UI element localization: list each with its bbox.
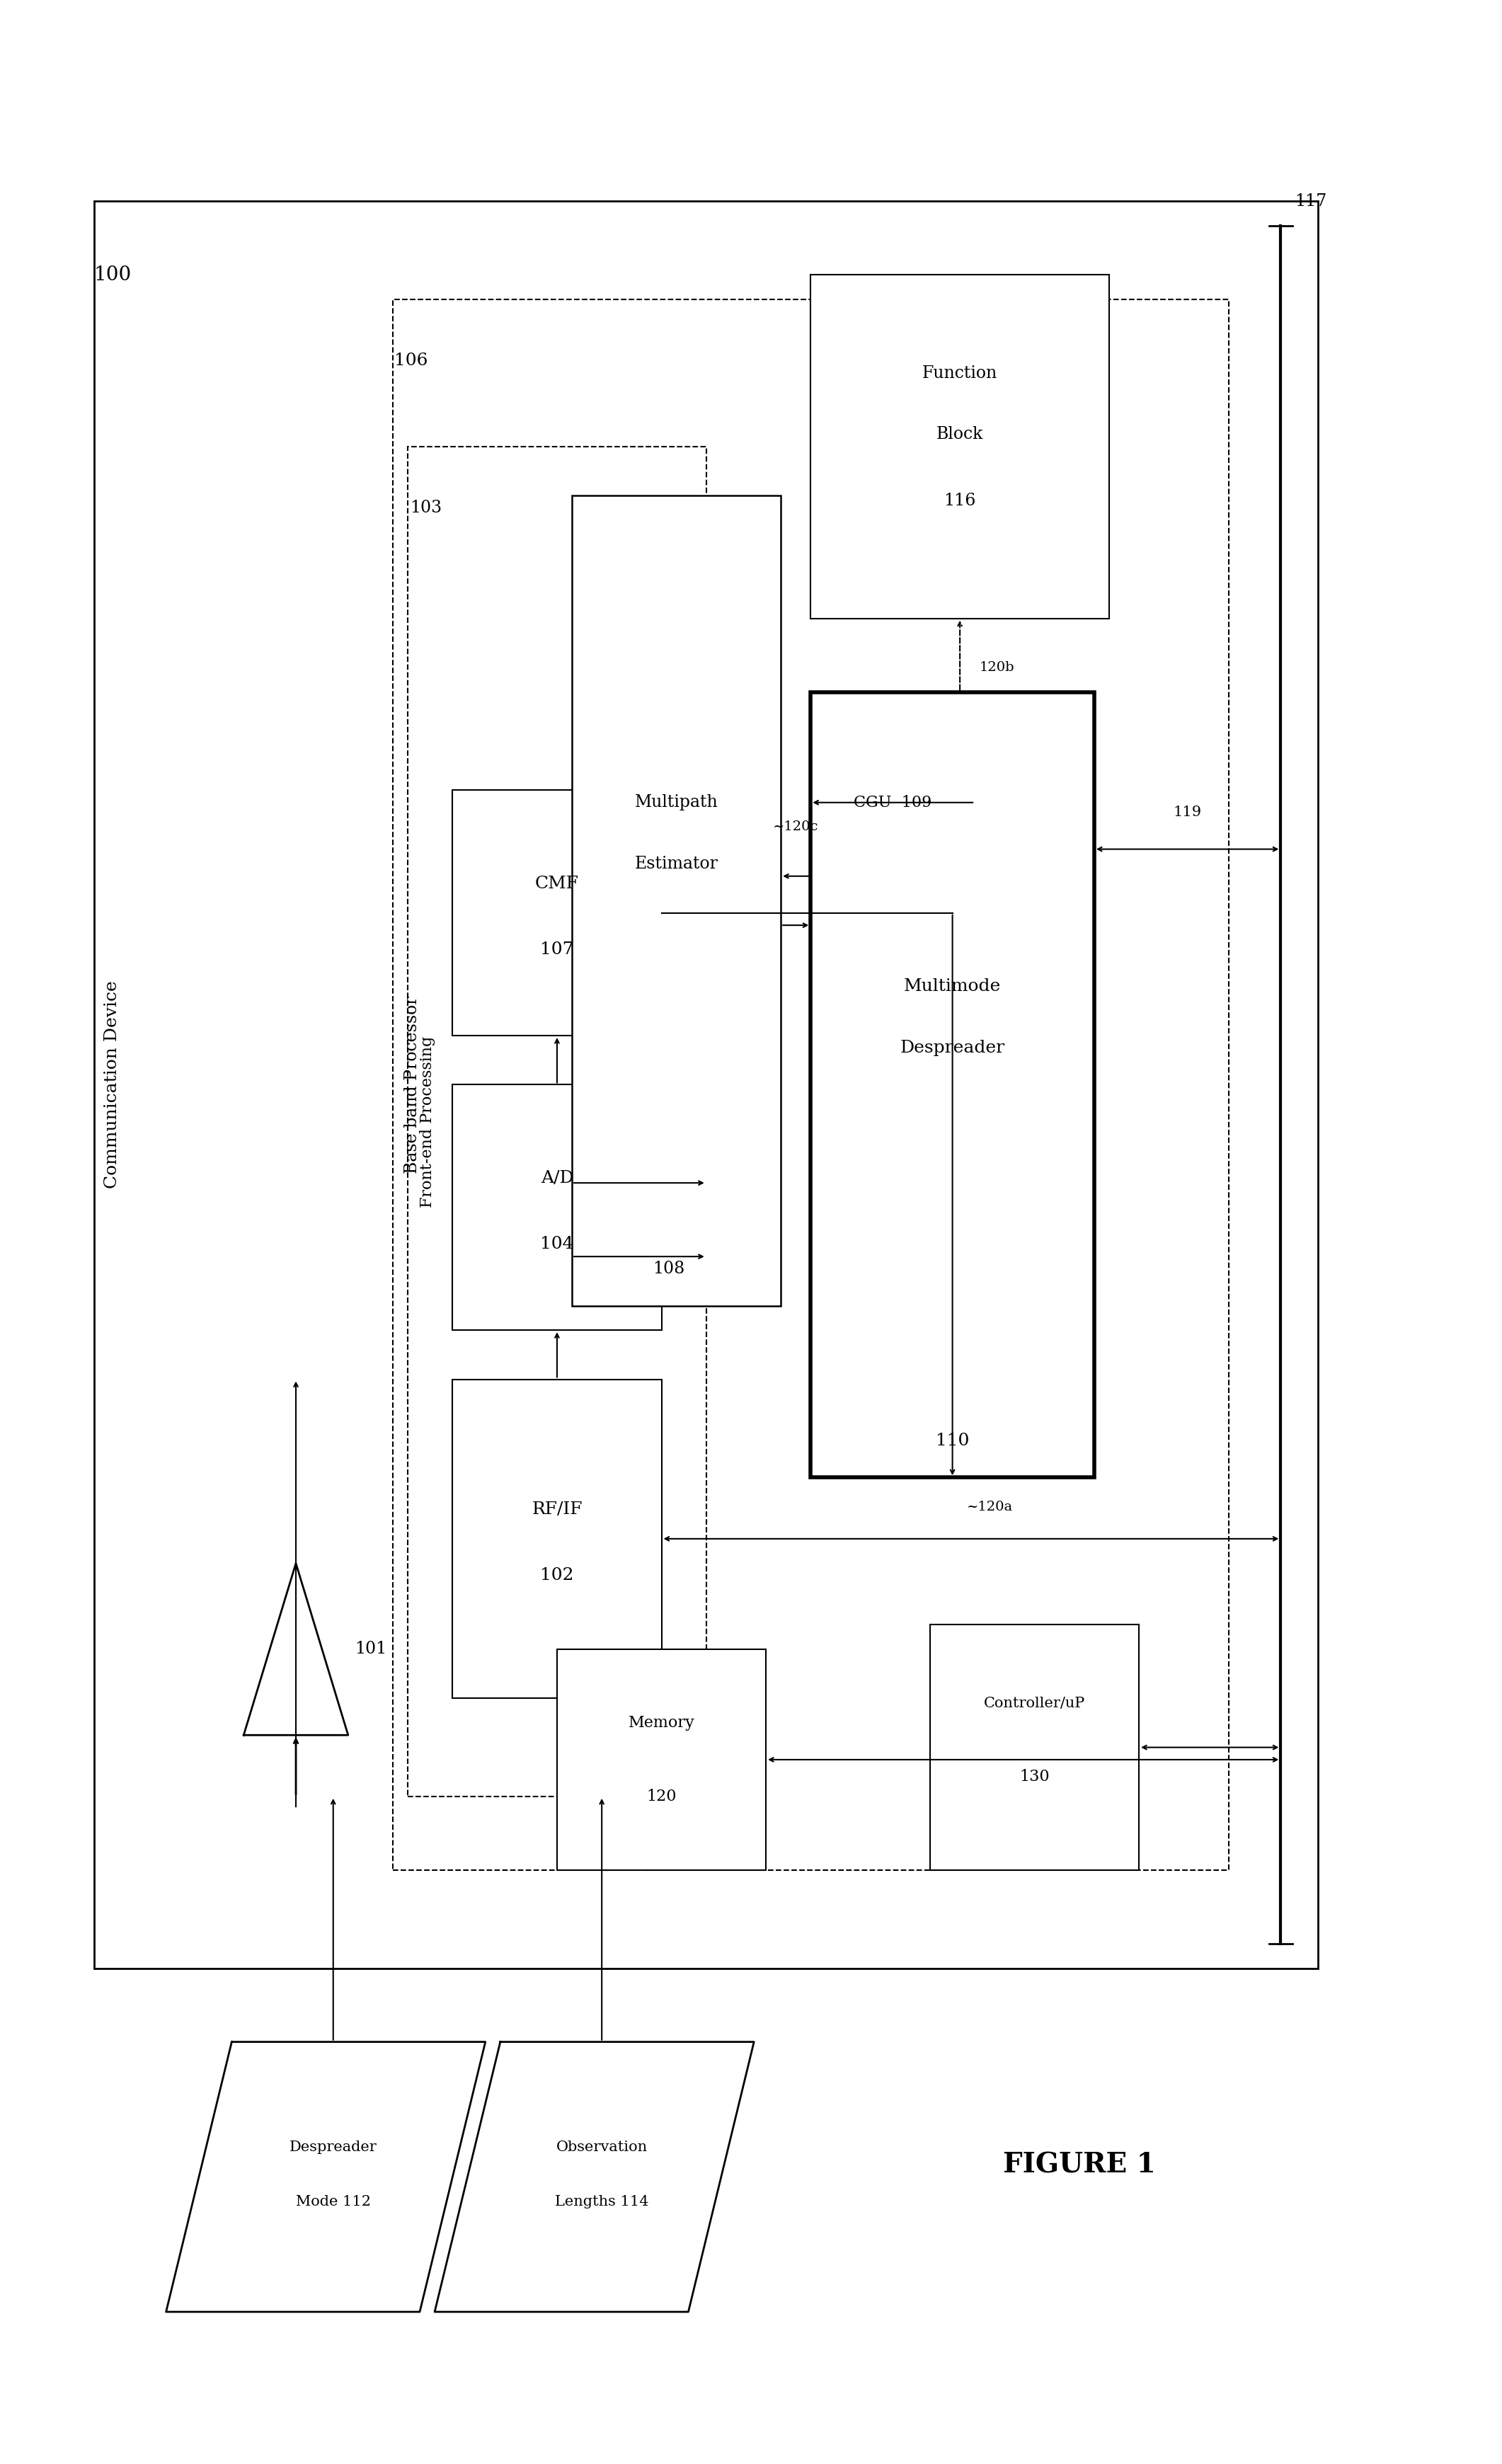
Text: 130: 130 (1020, 1769, 1050, 1784)
Text: 107: 107 (541, 941, 574, 958)
Polygon shape (434, 2043, 754, 2311)
Text: 103: 103 (410, 500, 442, 515)
Text: Mode 112: Mode 112 (296, 2195, 371, 2208)
Text: 120: 120 (646, 1789, 676, 1804)
Text: 120b: 120b (979, 660, 1015, 675)
FancyBboxPatch shape (572, 495, 781, 1306)
Text: CGU  109: CGU 109 (853, 796, 931, 811)
Text: 110: 110 (936, 1432, 969, 1449)
Text: 117: 117 (1295, 192, 1326, 209)
Text: Communication Device: Communication Device (104, 981, 120, 1188)
Text: RF/IF: RF/IF (532, 1501, 583, 1518)
Text: 106: 106 (394, 352, 428, 370)
FancyBboxPatch shape (95, 202, 1319, 1969)
Text: Estimator: Estimator (635, 855, 718, 872)
Text: 108: 108 (653, 1262, 685, 1276)
Text: ~120a: ~120a (967, 1501, 1012, 1513)
Text: ~120c: ~120c (774, 821, 819, 833)
Polygon shape (167, 2043, 485, 2311)
Text: Function: Function (922, 365, 997, 382)
Text: Observation: Observation (556, 2141, 647, 2154)
Polygon shape (243, 1562, 348, 1735)
FancyBboxPatch shape (811, 692, 1093, 1478)
Text: CMF: CMF (535, 875, 578, 892)
FancyBboxPatch shape (452, 791, 661, 1035)
Text: 104: 104 (541, 1237, 574, 1252)
FancyBboxPatch shape (930, 1624, 1139, 1870)
Text: Despreader: Despreader (900, 1040, 1005, 1057)
FancyBboxPatch shape (452, 1084, 661, 1331)
Text: Controller/uP: Controller/uP (984, 1698, 1086, 1710)
Text: 116: 116 (943, 493, 976, 508)
FancyBboxPatch shape (394, 301, 1229, 1870)
Text: Front-end Processing: Front-end Processing (419, 1035, 436, 1207)
Text: Block: Block (936, 426, 984, 444)
Text: 100: 100 (93, 266, 131, 283)
Text: FIGURE 1: FIGURE 1 (1003, 2151, 1155, 2178)
FancyBboxPatch shape (452, 1380, 661, 1698)
Text: Multimode: Multimode (904, 978, 1000, 995)
FancyBboxPatch shape (811, 276, 1108, 618)
Text: Base band Processor: Base band Processor (404, 995, 421, 1173)
FancyBboxPatch shape (409, 446, 706, 1796)
Text: 101: 101 (354, 1641, 386, 1658)
Text: Memory: Memory (628, 1715, 694, 1730)
Text: A/D: A/D (541, 1170, 574, 1185)
Text: Despreader: Despreader (290, 2141, 377, 2154)
Text: Lengths 114: Lengths 114 (554, 2195, 649, 2208)
Text: 119: 119 (1173, 806, 1202, 818)
FancyBboxPatch shape (811, 692, 975, 914)
Text: 102: 102 (541, 1567, 574, 1584)
FancyBboxPatch shape (557, 1648, 766, 1870)
Text: Multipath: Multipath (635, 793, 718, 811)
